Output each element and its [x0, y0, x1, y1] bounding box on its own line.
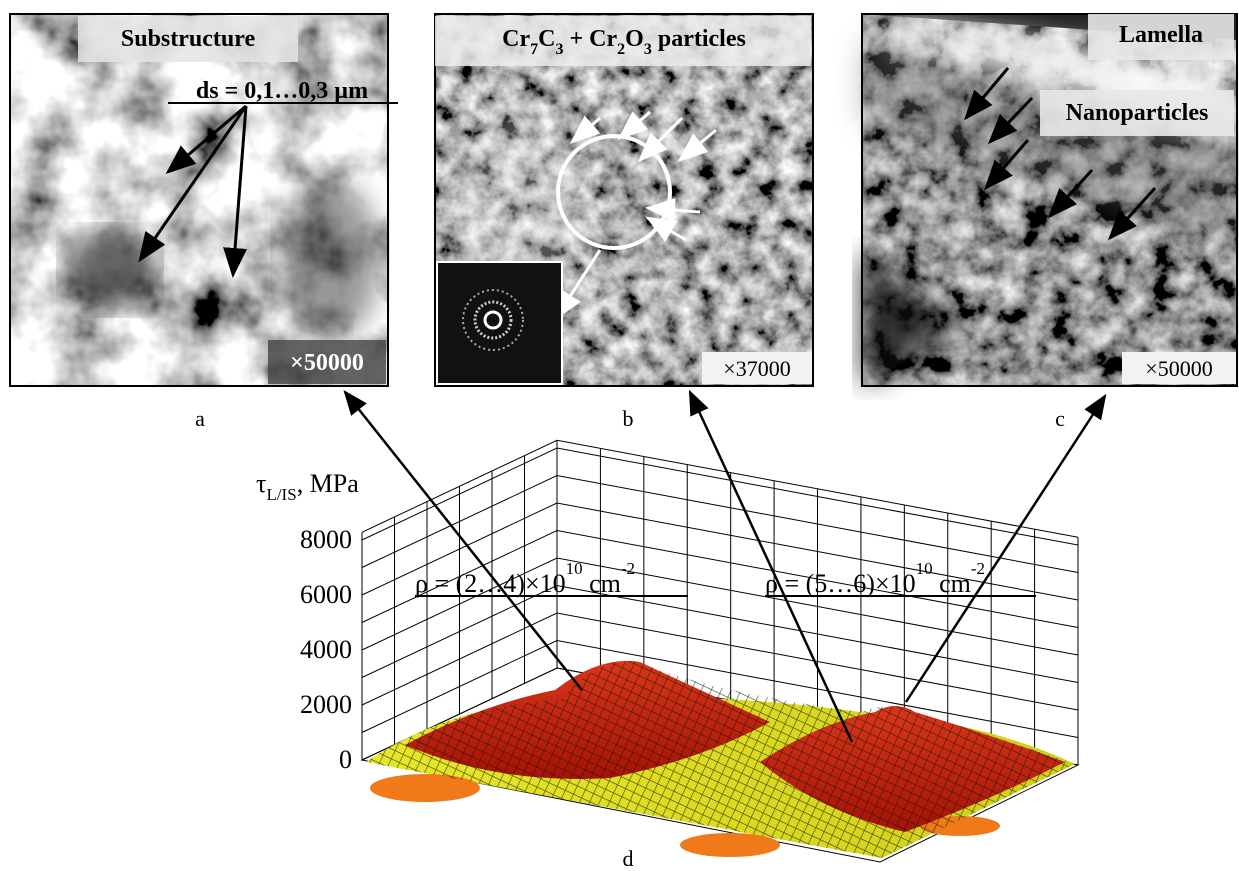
panel-label: b	[623, 406, 634, 431]
figure: Substructure ds = 0,1…0,3 µm ×50000 a Cr…	[0, 0, 1239, 871]
title-sub: 7	[530, 41, 538, 58]
z-label-part: τ	[256, 469, 266, 498]
z-tick-label: 6000	[300, 580, 352, 609]
density-annotation: ρ = (5…6)×1010 cm-2	[765, 559, 985, 598]
arrow	[906, 396, 1105, 702]
z-tick-label: 2000	[300, 690, 352, 719]
title-sub: 3	[644, 41, 652, 58]
wall-line	[362, 476, 1078, 573]
annotation-sup: -2	[971, 559, 985, 578]
annotation-sup: -2	[621, 559, 635, 578]
micrograph-c: Lamella Nanoparticles ×50000	[862, 14, 1237, 386]
z-axis-label: τL/IS, MPa	[256, 469, 359, 504]
surface-plot: ρ = (2…4)×1010 cm-2ρ = (5…6)×1010 cm-2	[345, 392, 1105, 862]
wall-line	[362, 586, 1078, 683]
panel-label: c	[1055, 406, 1065, 431]
arrow	[345, 392, 582, 690]
title-sub: 2	[617, 41, 625, 58]
grid-line	[362, 448, 1078, 545]
annotation-part: ρ = (5…6)×10	[765, 569, 916, 598]
magnification: ×37000	[723, 356, 790, 381]
title-part: Cr	[502, 26, 530, 52]
z-tick-label: 4000	[300, 635, 352, 664]
micrograph-b: Cr7C3 + Cr2O3 particles ×37000	[435, 14, 813, 386]
z-label-sub: L/IS	[266, 485, 296, 504]
density-annotation: ρ = (2…4)×1010 cm-2	[415, 559, 635, 598]
panel-title: Substructure	[121, 26, 256, 52]
magnification: ×50000	[290, 350, 364, 376]
title-sub: 3	[556, 41, 564, 58]
title-part: O	[625, 26, 644, 52]
panel-annotation: Nanoparticles	[1066, 100, 1209, 126]
z-tick-label: 0	[339, 745, 352, 774]
title-part: C	[538, 26, 555, 52]
panel-title: Lamella	[1119, 22, 1203, 48]
page: {"panels": [ {"label": "a", "title": "Su…	[0, 0, 1239, 871]
annotation-part: cm	[933, 569, 971, 598]
title-part: + Cr	[564, 26, 618, 52]
panel-label: d	[623, 846, 634, 871]
panel-annotation: ds = 0,1…0,3 µm	[196, 78, 368, 104]
annotation-sup: 10	[566, 559, 583, 578]
annotation-part: cm	[583, 569, 621, 598]
z-tick-label: 8000	[300, 525, 352, 554]
panel-label: a	[195, 406, 205, 431]
surface-spot	[680, 833, 780, 857]
z-label-part: , MPa	[297, 469, 360, 498]
title-part: particles	[652, 26, 746, 52]
annotation-sup: 10	[916, 559, 933, 578]
micrograph-a: Substructure ds = 0,1…0,3 µm ×50000	[10, 14, 398, 386]
magnification: ×50000	[1145, 356, 1212, 381]
